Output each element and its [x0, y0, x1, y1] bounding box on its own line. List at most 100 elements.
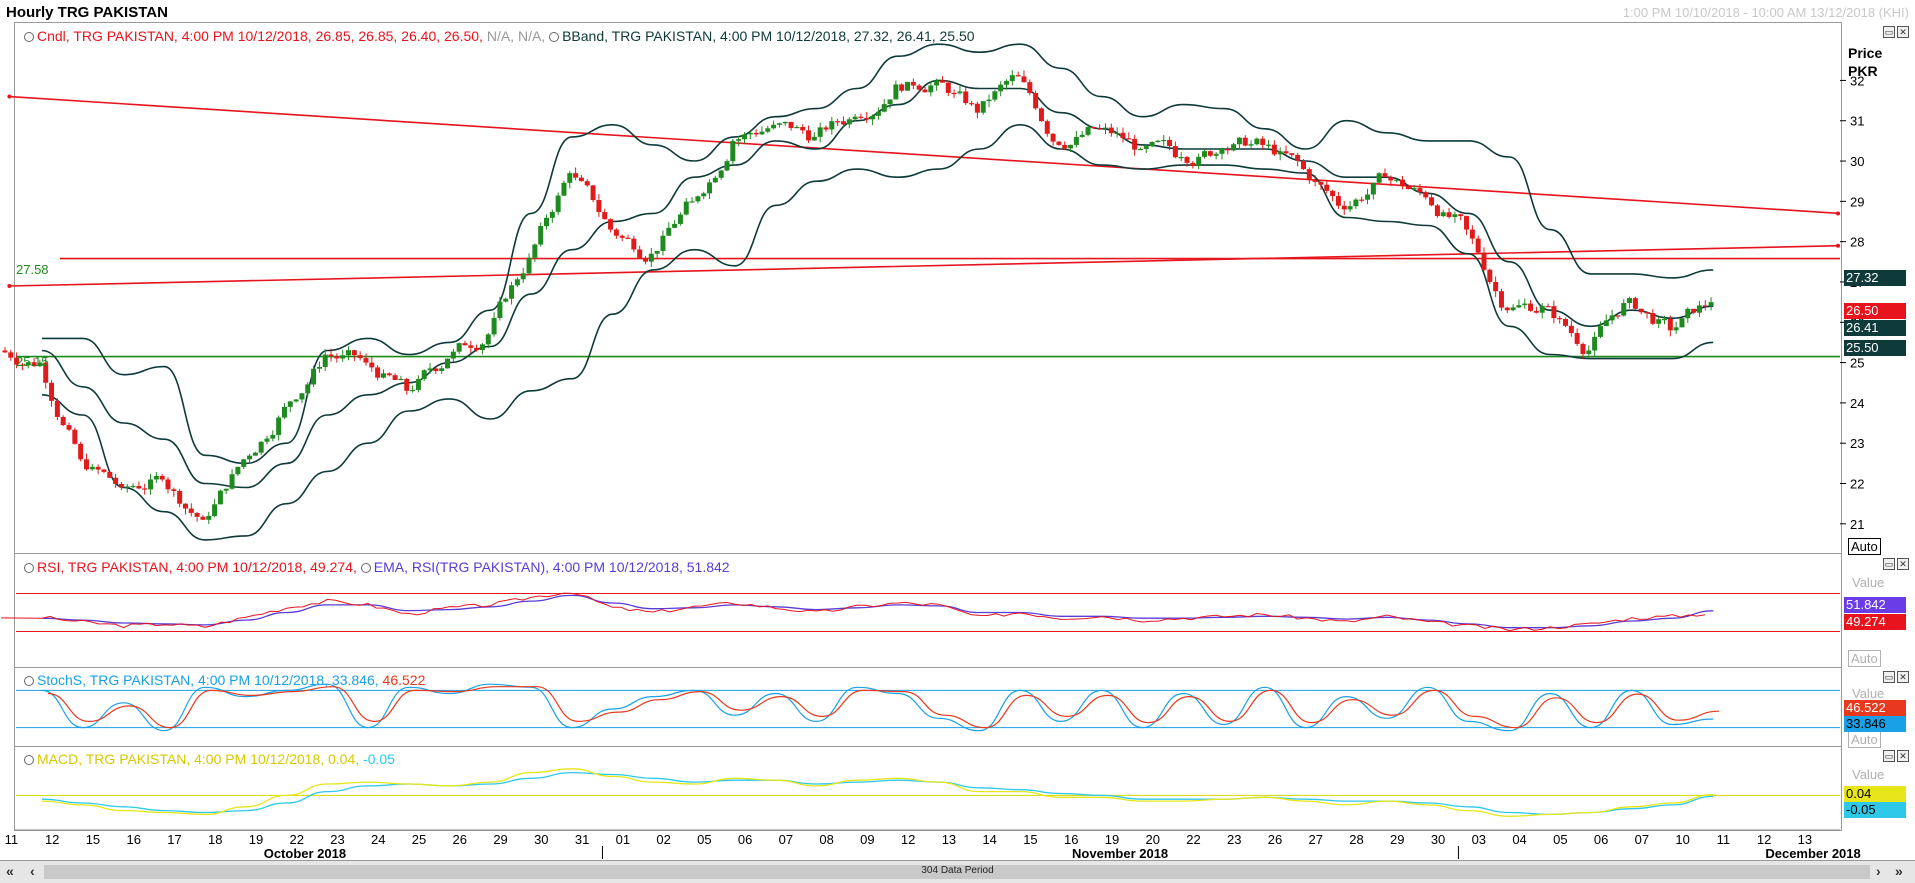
candle-body	[561, 182, 567, 196]
minimize-icon[interactable]: ▭	[1883, 671, 1895, 683]
minimize-icon[interactable]: ▭	[1883, 558, 1895, 570]
candle-body	[1464, 216, 1470, 230]
candle-body	[1458, 214, 1464, 217]
candle-body	[118, 483, 124, 488]
candle-body	[1300, 160, 1306, 170]
candle-body	[1667, 319, 1673, 331]
macd-tag: 0.04	[1844, 786, 1906, 802]
close-icon[interactable]: ✕	[1897, 26, 1909, 38]
candle-body	[392, 375, 398, 381]
candle-body	[491, 317, 497, 335]
candle-body	[1143, 146, 1149, 149]
candle-body	[1399, 179, 1405, 187]
candle-body	[346, 350, 352, 356]
candle-body	[1114, 132, 1120, 135]
candle-body	[1167, 139, 1173, 147]
candle-body	[1394, 179, 1400, 181]
candle-body	[281, 406, 287, 418]
candle-body	[1586, 350, 1592, 355]
candle-body	[660, 235, 666, 251]
x-tick-label: 18	[208, 832, 222, 847]
ema-legend-text: EMA, RSI(TRG PAKISTAN), 4:00 PM 10/12/20…	[373, 559, 730, 575]
scroll-last-icon[interactable]: »	[1895, 863, 1903, 879]
candle-body	[1347, 206, 1353, 210]
candle-body	[78, 443, 84, 460]
candle-body	[60, 416, 66, 426]
scrollbar[interactable]: « ‹ 304 Data Period › »	[0, 860, 1915, 883]
price-scale-tick-label: 28	[1850, 235, 1864, 250]
candle-body	[672, 223, 678, 228]
candle-body	[549, 211, 555, 218]
settings-icon[interactable]	[24, 32, 34, 42]
x-tick-label: 06	[738, 832, 752, 847]
stoch-d-tag: 46.522	[1844, 700, 1906, 716]
date-range: 1:00 PM 10/10/2018 - 10:00 AM 13/12/2018…	[1622, 5, 1909, 20]
scroll-first-icon[interactable]: «	[6, 863, 14, 879]
candle-body	[602, 212, 608, 220]
settings-icon[interactable]	[549, 32, 560, 42]
candle-body	[171, 489, 177, 491]
x-month-label: November 2018	[1072, 846, 1168, 860]
chart-canvas[interactable]: 21 22 23 24 25 26 27 28 29 30 31 32 11 12 15 16 17 18 19 22…	[0, 0, 1915, 860]
candle-body	[479, 344, 485, 350]
trendline	[9, 95, 1841, 215]
candle-body	[1120, 132, 1126, 139]
close-icon[interactable]: ✕	[1897, 671, 1909, 683]
candle-body	[1440, 212, 1446, 217]
candle-body	[1196, 156, 1202, 166]
price-auto-button[interactable]: Auto	[1848, 538, 1881, 555]
candle-body	[544, 217, 550, 227]
x-tick-label: 28	[1349, 832, 1363, 847]
candle-body	[887, 99, 893, 105]
candle-body	[747, 132, 753, 135]
price-panel[interactable]	[14, 22, 1842, 554]
stoch-plot	[16, 683, 1840, 732]
close-icon[interactable]: ✕	[1897, 558, 1909, 570]
ema-tag: 51.842	[1844, 597, 1906, 613]
close-icon[interactable]: ✕	[1897, 750, 1909, 762]
rsi-auto-button[interactable]: Auto	[1848, 650, 1881, 667]
stoch-auto-button[interactable]: Auto	[1848, 731, 1881, 748]
minimize-icon[interactable]: ▭	[1883, 26, 1895, 38]
candle-body	[1085, 127, 1091, 135]
candle-body	[654, 250, 660, 254]
candle-body	[538, 226, 544, 245]
candle-body	[1271, 144, 1277, 155]
scrollbar-label: 304 Data Period	[921, 865, 994, 876]
candle-body	[1504, 307, 1510, 311]
candle-body	[1609, 315, 1615, 321]
candle-body	[753, 132, 759, 135]
scrollbar-thumb[interactable]	[44, 865, 1870, 879]
x-tick-label: 23	[1227, 832, 1241, 847]
signal-legend-text: -0.05	[363, 751, 395, 767]
candle-body	[142, 488, 148, 490]
candle-body	[305, 384, 311, 394]
candle-body	[573, 173, 579, 178]
candle-body	[1027, 82, 1033, 94]
bb-lower-tag: 25.50	[1844, 340, 1906, 356]
rsi-panel[interactable]	[14, 553, 1842, 668]
candle-body	[1528, 303, 1534, 311]
minimize-icon[interactable]: ▭	[1883, 750, 1895, 762]
settings-icon[interactable]	[360, 563, 371, 573]
scroll-right-icon[interactable]: ›	[1876, 863, 1881, 879]
candle-body	[322, 354, 328, 367]
settings-icon[interactable]	[24, 676, 34, 686]
candle-body	[328, 354, 334, 357]
settings-icon[interactable]	[24, 563, 34, 573]
candle-body	[608, 219, 614, 230]
candle-body	[1568, 325, 1574, 334]
settings-icon[interactable]	[24, 755, 34, 765]
candle-body	[410, 389, 416, 392]
x-tick-label: 15	[86, 832, 100, 847]
candle-body	[1510, 307, 1516, 311]
candle-body	[1289, 153, 1295, 155]
x-tick-label: 25	[412, 832, 426, 847]
candle-body	[870, 115, 876, 120]
candle-body	[439, 368, 445, 372]
scroll-left-icon[interactable]: ‹	[30, 863, 35, 879]
candle-body	[1213, 153, 1219, 156]
candle-body	[1423, 192, 1429, 198]
candle-body	[1708, 302, 1714, 306]
candle-body	[1656, 319, 1662, 324]
